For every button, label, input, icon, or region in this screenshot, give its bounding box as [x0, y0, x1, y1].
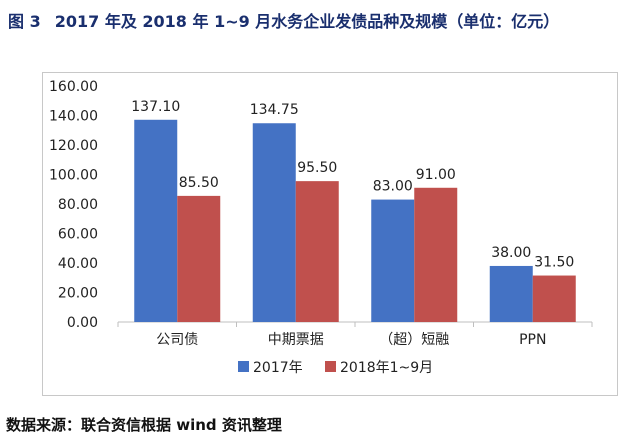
bar-series-2018: [177, 195, 221, 322]
y-tick-label: 20.00: [58, 286, 98, 302]
x-tick-label: PPN: [519, 332, 546, 348]
data-label: 137.10: [131, 99, 180, 115]
data-label: 85.50: [179, 175, 219, 191]
data-label: 83.00: [373, 179, 413, 195]
y-tick-label: 80.00: [58, 197, 98, 213]
y-tick-label: 40.00: [58, 256, 98, 272]
x-tick-label: 公司债: [156, 332, 198, 348]
data-label: 91.00: [416, 167, 456, 183]
legend-swatch: [238, 361, 249, 372]
y-tick-label: 0.00: [67, 315, 98, 331]
figure-title-text: 2017 年及 2018 年 1~9 月水务企业发债品种及规模（单位：亿元）: [54, 12, 560, 31]
bar-series-2017: [134, 119, 178, 322]
bar-series-2017: [371, 199, 415, 322]
bar-series-2018: [295, 181, 339, 322]
data-label: 38.00: [491, 245, 531, 261]
y-tick-label: 60.00: [58, 227, 98, 243]
bar-series-2018: [532, 275, 576, 322]
data-label: 31.50: [534, 255, 574, 271]
y-tick-label: 100.00: [49, 168, 98, 184]
bar-series-2017: [489, 265, 533, 322]
figure-label: 图 3: [8, 12, 41, 31]
x-tick-label: 中期票据: [268, 332, 324, 348]
chart-frame: [42, 72, 618, 396]
y-tick-label: 140.00: [49, 109, 98, 125]
data-source-note: 数据来源：联合资信根据 wind 资讯整理: [6, 416, 282, 434]
x-tick-label: （超）短融: [379, 332, 449, 348]
bar-series-2018: [414, 187, 458, 322]
y-tick-label: 160.00: [49, 79, 98, 95]
data-label: 95.50: [297, 160, 337, 176]
bar-series-2017: [252, 123, 296, 323]
data-label: 134.75: [250, 102, 299, 118]
legend-label: 2017年: [253, 360, 303, 376]
legend-swatch: [325, 361, 336, 372]
chart-title: 图 3 2017 年及 2018 年 1~9 月水务企业发债品种及规模（单位：亿元…: [8, 8, 559, 32]
legend-label: 2018年1~9月: [340, 360, 433, 376]
y-tick-label: 120.00: [49, 138, 98, 154]
